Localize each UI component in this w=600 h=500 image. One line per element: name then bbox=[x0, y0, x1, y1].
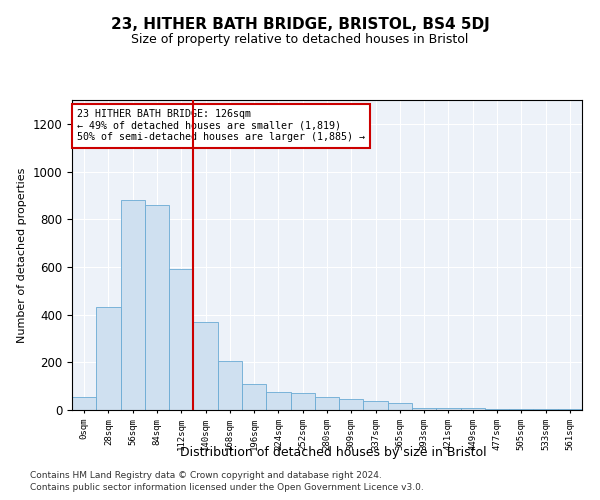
Bar bbox=[290, 394, 315, 410]
Text: Distribution of detached houses by size in Bristol: Distribution of detached houses by size … bbox=[179, 446, 487, 459]
Bar bbox=[509, 409, 533, 410]
Bar bbox=[145, 205, 169, 410]
Bar bbox=[242, 384, 266, 410]
Text: Contains public sector information licensed under the Open Government Licence v3: Contains public sector information licen… bbox=[30, 484, 424, 492]
Bar bbox=[558, 409, 582, 410]
Bar bbox=[96, 308, 121, 410]
Bar bbox=[485, 409, 509, 410]
Bar bbox=[72, 397, 96, 410]
Bar bbox=[339, 398, 364, 410]
Bar bbox=[121, 200, 145, 410]
Text: Size of property relative to detached houses in Bristol: Size of property relative to detached ho… bbox=[131, 32, 469, 46]
Bar bbox=[193, 322, 218, 410]
Bar bbox=[436, 408, 461, 410]
Bar bbox=[461, 408, 485, 410]
Bar bbox=[315, 397, 339, 410]
Text: Contains HM Land Registry data © Crown copyright and database right 2024.: Contains HM Land Registry data © Crown c… bbox=[30, 471, 382, 480]
Bar bbox=[412, 408, 436, 410]
Bar bbox=[169, 270, 193, 410]
Bar bbox=[218, 361, 242, 410]
Text: 23, HITHER BATH BRIDGE, BRISTOL, BS4 5DJ: 23, HITHER BATH BRIDGE, BRISTOL, BS4 5DJ bbox=[110, 18, 490, 32]
Bar bbox=[364, 401, 388, 410]
Bar bbox=[388, 404, 412, 410]
Bar bbox=[266, 392, 290, 410]
Y-axis label: Number of detached properties: Number of detached properties bbox=[17, 168, 27, 342]
Bar bbox=[533, 409, 558, 410]
Text: 23 HITHER BATH BRIDGE: 126sqm
← 49% of detached houses are smaller (1,819)
50% o: 23 HITHER BATH BRIDGE: 126sqm ← 49% of d… bbox=[77, 110, 365, 142]
